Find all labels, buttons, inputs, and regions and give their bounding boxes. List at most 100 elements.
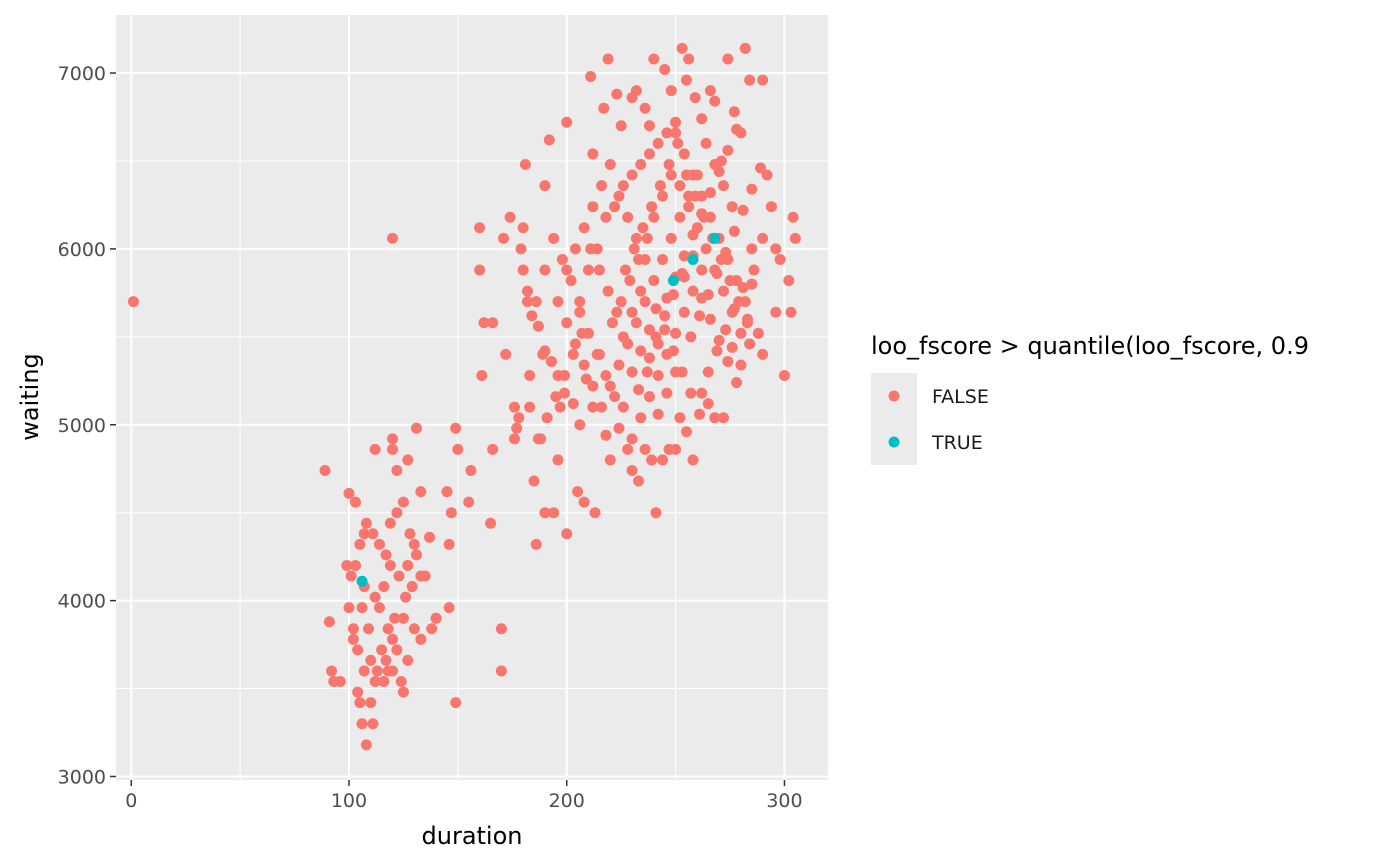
data-point-false	[709, 95, 721, 107]
data-point-false	[326, 665, 338, 677]
data-point-false	[685, 331, 697, 343]
data-point-false	[726, 201, 738, 213]
data-point-false	[757, 348, 769, 360]
major-gridlines	[116, 15, 828, 780]
data-point-false	[127, 296, 139, 308]
data-point-false	[657, 253, 669, 265]
data-point-false	[633, 475, 645, 487]
data-point-false	[519, 158, 531, 170]
data-point-false	[694, 408, 706, 420]
data-point-false	[580, 373, 592, 385]
data-point-false	[670, 327, 682, 339]
data-point-false	[648, 211, 660, 223]
data-point-false	[582, 264, 594, 276]
data-point-false	[387, 433, 399, 445]
data-point-false	[672, 137, 684, 149]
legend: loo_fscore > quantile(loo_fscore, 0.9 FA…	[871, 332, 1309, 465]
legend-title: loo_fscore > quantile(loo_fscore, 0.9	[871, 332, 1309, 360]
data-point-false	[785, 306, 797, 318]
data-point-false	[626, 169, 638, 181]
data-point-false	[617, 331, 629, 343]
y-tick-labels: 3000 4000 5000 6000 7000	[58, 63, 106, 788]
data-point-false	[539, 180, 551, 192]
data-point-false	[696, 387, 708, 399]
data-point-false	[522, 285, 534, 297]
data-point-false	[572, 486, 584, 498]
data-point-false	[670, 116, 682, 128]
data-point-false	[711, 268, 723, 280]
data-point-false	[402, 654, 414, 666]
data-point-false	[585, 71, 597, 83]
data-point-false	[430, 612, 442, 624]
data-point-false	[600, 429, 612, 441]
data-point-false	[463, 496, 475, 508]
data-point-false	[323, 616, 335, 628]
data-point-false	[365, 697, 377, 709]
data-point-false	[395, 676, 407, 688]
data-point-false	[441, 486, 453, 498]
data-point-false	[495, 623, 507, 635]
data-point-false	[613, 190, 625, 202]
data-point-false	[630, 232, 642, 244]
data-point-false	[606, 317, 618, 329]
data-point-false	[387, 443, 399, 455]
data-point-false	[478, 317, 490, 329]
data-point-false	[643, 391, 655, 403]
data-point-false	[652, 408, 664, 420]
data-point-false	[615, 120, 627, 132]
data-point-false	[559, 387, 571, 399]
data-point-false	[674, 180, 686, 192]
data-point-false	[713, 166, 725, 178]
data-point-false	[650, 303, 662, 315]
data-point-false	[565, 275, 577, 287]
data-point-false	[552, 296, 564, 308]
data-point-false	[528, 475, 540, 487]
data-point-false	[561, 317, 573, 329]
data-point-false	[354, 538, 366, 550]
data-point-false	[722, 53, 734, 65]
data-point-false	[522, 296, 534, 308]
data-point-false	[513, 412, 525, 424]
data-point-false	[746, 183, 758, 195]
data-point-false	[363, 623, 375, 635]
data-point-false	[765, 201, 777, 213]
legend-label-false: FALSE	[932, 386, 989, 408]
data-point-false	[356, 718, 368, 730]
data-point-false	[687, 454, 699, 466]
data-point-false	[352, 644, 364, 656]
data-point-false	[680, 426, 692, 438]
data-point-false	[450, 422, 462, 434]
data-point-false	[445, 507, 457, 519]
data-point-true	[687, 253, 699, 265]
data-point-false	[744, 74, 756, 86]
data-point-true	[356, 575, 368, 587]
data-point-false	[709, 412, 721, 424]
data-point-true	[667, 275, 679, 287]
data-point-false	[408, 538, 420, 550]
data-point-false	[700, 137, 712, 149]
data-point-false	[358, 528, 370, 540]
data-point-false	[397, 686, 409, 698]
data-point-false	[689, 92, 701, 104]
data-point-false	[770, 306, 782, 318]
data-point-false	[508, 401, 520, 413]
data-point-false	[450, 697, 462, 709]
data-point-false	[667, 345, 679, 357]
data-point-false	[602, 53, 614, 65]
data-point-false	[678, 148, 690, 160]
data-point-false	[600, 211, 612, 223]
data-point-false	[369, 591, 381, 603]
data-point-false	[369, 443, 381, 455]
data-point-false	[515, 243, 527, 255]
data-point-false	[670, 127, 682, 139]
data-point-false	[604, 380, 616, 392]
data-point-false	[485, 517, 497, 529]
data-point-false	[554, 401, 566, 413]
data-point-false	[391, 507, 403, 519]
data-point-false	[652, 137, 664, 149]
data-point-false	[683, 201, 695, 213]
data-point-false	[728, 106, 740, 118]
data-point-false	[578, 359, 590, 371]
data-point-false	[419, 570, 431, 582]
data-point-false	[700, 243, 712, 255]
